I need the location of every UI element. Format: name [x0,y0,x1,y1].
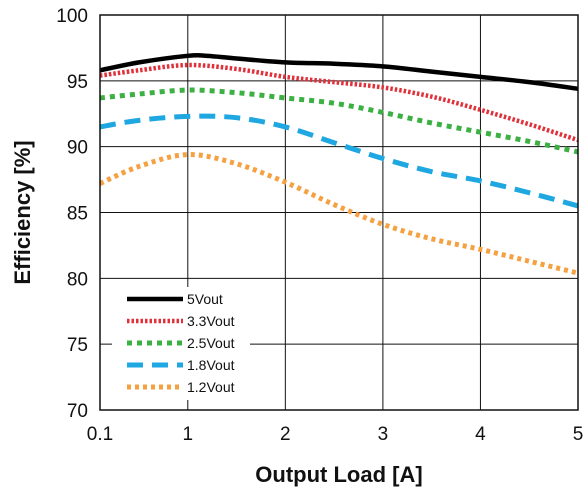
y-tick-label: 70 [67,401,88,422]
x-tick-label: 1 [183,424,194,445]
legend-label: 1.8Vout [187,357,235,373]
legend-label: 5Vout [187,291,223,307]
y-tick-label: 75 [67,335,88,356]
legend-label: 3.3Vout [187,313,235,329]
series-line-5vout [99,52,579,91]
x-tick-label: 0.1 [87,424,113,445]
y-tick-label: 85 [67,204,88,225]
y-tick-label: 95 [67,72,88,93]
y-axis-title: Efficiency [%] [10,140,35,284]
series-line-1-8vout [99,113,579,209]
y-tick-label: 80 [67,269,88,290]
series-lines [98,52,579,276]
series-line-3-3vout [99,62,579,143]
legend-label: 1.2Vout [187,379,235,395]
x-axis-title: Output Load [A] [255,462,422,487]
x-tick-label: 3 [378,424,389,445]
y-tick-label: 90 [67,138,88,159]
series-line-2-5vout [99,87,579,155]
y-tick-label: 100 [56,6,88,27]
x-tick-label: 4 [475,424,486,445]
x-tick-label: 5 [573,424,583,445]
y-tick-labels: 70 75 80 85 90 95 100 [56,6,88,422]
x-tick-label: 2 [280,424,291,445]
series-line-1-2vout [98,152,579,276]
legend: 5Vout 3.3Vout 2.5Vout 1.8Vout 1.2Vout [112,287,250,400]
plot-frame [99,14,579,411]
legend-label: 2.5Vout [187,335,235,351]
x-tick-labels: 0.1 1 2 3 4 5 [87,424,583,445]
